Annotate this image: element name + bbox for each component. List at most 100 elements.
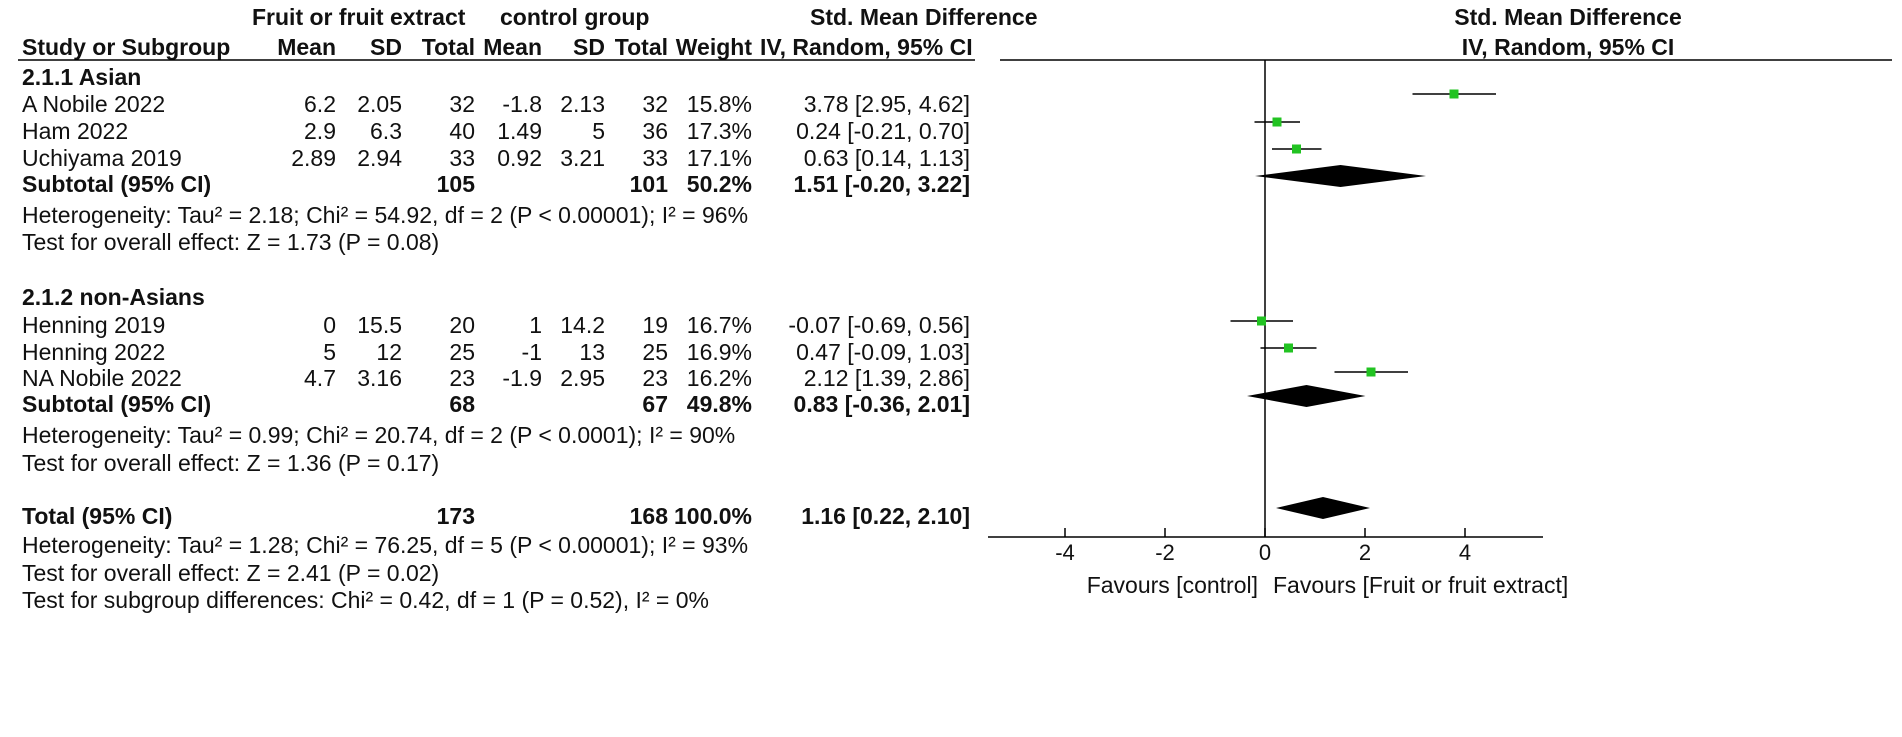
study-name: Henning 2022 (22, 339, 166, 365)
subtotal-label: Subtotal (95% CI) (22, 171, 212, 197)
sd2: 2.13 (560, 91, 605, 117)
ci: 0.47 [-0.09, 1.03] (796, 339, 970, 365)
study-name: NA Nobile 2022 (22, 365, 182, 391)
weight: 15.8% (686, 91, 752, 117)
x-tick-label: -4 (1055, 540, 1075, 565)
study-name: Henning 2019 (22, 312, 166, 338)
sd1: 2.05 (357, 91, 402, 117)
sd1: 6.3 (370, 118, 402, 144)
sd2: 5 (592, 118, 605, 144)
heterogeneity-text: Heterogeneity: Tau² = 0.99; Chi² = 20.74… (22, 422, 736, 448)
weight: 17.3% (686, 118, 752, 144)
col-ci: IV, Random, 95% CI (760, 34, 973, 60)
plot-smd-header: Std. Mean Difference (1454, 4, 1682, 30)
mean1: 5 (323, 339, 336, 365)
pooled-diamond (1255, 165, 1426, 187)
study-point (1366, 367, 1376, 377)
mean2: 1 (529, 312, 542, 338)
col-total2: Total (614, 34, 668, 60)
x-tick-label: 0 (1259, 540, 1271, 565)
total1: 33 (449, 145, 475, 171)
col-weight: Weight (675, 34, 752, 60)
sd1: 3.16 (357, 365, 402, 391)
mean1: 2.89 (291, 145, 336, 171)
sd2: 14.2 (560, 312, 605, 338)
mean2: 0.92 (497, 145, 542, 171)
total2: 25 (642, 339, 668, 365)
total-heterogeneity-text: Heterogeneity: Tau² = 1.28; Chi² = 76.25… (22, 532, 749, 558)
mean1: 4.7 (304, 365, 336, 391)
col-sd1: SD (370, 34, 402, 60)
col-mean1: Mean (277, 34, 336, 60)
weight: 16.9% (686, 339, 752, 365)
study-point (1449, 89, 1459, 99)
col-sd2: SD (573, 34, 605, 60)
mean1: 0 (323, 312, 336, 338)
col-mean2: Mean (483, 34, 542, 60)
subtotal-total1: 105 (436, 171, 475, 197)
total2: 36 (642, 118, 668, 144)
subtotal-weight: 49.8% (686, 391, 752, 417)
mean2: -1.8 (502, 91, 542, 117)
pooled-diamond (1276, 497, 1370, 519)
total-ci: 1.16 [0.22, 2.10] (801, 503, 970, 529)
weight: 16.2% (686, 365, 752, 391)
x-tick-label: 4 (1459, 540, 1471, 565)
study-point (1292, 144, 1301, 154)
col-total1: Total (421, 34, 475, 60)
subtotal-total2: 67 (642, 391, 668, 417)
mean2: 1.49 (497, 118, 542, 144)
group-title: 2.1.2 non-Asians (22, 284, 205, 310)
total2: 33 (642, 145, 668, 171)
ci: -0.07 [-0.69, 0.56] (788, 312, 970, 338)
weight: 16.7% (686, 312, 752, 338)
ci: 0.24 [-0.21, 0.70] (796, 118, 970, 144)
subtotal-total2: 101 (629, 171, 668, 197)
total1: 32 (449, 91, 475, 117)
ci: 0.63 [0.14, 1.13] (803, 145, 970, 171)
smd-header: Std. Mean Difference (810, 4, 1038, 30)
mean1: 6.2 (304, 91, 336, 117)
total1: 23 (449, 365, 475, 391)
subtotal-ci: 0.83 [-0.36, 2.01] (793, 391, 970, 417)
plot-col-ci: IV, Random, 95% CI (1461, 34, 1675, 60)
subtotal-total1: 68 (449, 391, 475, 417)
total-weight: 100.0% (673, 503, 752, 529)
weight: 17.1% (686, 145, 752, 171)
subtotal-ci: 1.51 [-0.20, 3.22] (793, 171, 970, 197)
x-tick-label: 2 (1359, 540, 1371, 565)
total-total2: 168 (629, 503, 668, 529)
mean1: 2.9 (304, 118, 336, 144)
group1-header: Fruit or fruit extract (252, 4, 466, 30)
overall-effect-text: Test for overall effect: Z = 1.73 (P = 0… (22, 229, 440, 255)
total1: 40 (449, 118, 475, 144)
favours-control-label: Favours [control] (1086, 572, 1258, 598)
sd2: 2.95 (560, 365, 605, 391)
total-label: Total (95% CI) (22, 503, 173, 529)
mean2: -1 (521, 339, 542, 365)
group-title: 2.1.1 Asian (22, 64, 142, 90)
favours-treatment-label: Favours [Fruit or fruit extract] (1273, 572, 1569, 598)
ci: 3.78 [2.95, 4.62] (803, 91, 970, 117)
group2-header: control group (500, 4, 650, 30)
total1: 25 (449, 339, 475, 365)
subtotal-label: Subtotal (95% CI) (22, 391, 212, 417)
study-name: Ham 2022 (22, 118, 129, 144)
total-total1: 173 (436, 503, 475, 529)
total-overall-effect-text: Test for overall effect: Z = 2.41 (P = 0… (22, 560, 440, 586)
sd1: 2.94 (357, 145, 402, 171)
total1: 20 (449, 312, 475, 338)
study-point (1257, 316, 1266, 326)
study-name: A Nobile 2022 (22, 91, 166, 117)
sd1: 15.5 (357, 312, 402, 338)
total2: 19 (642, 312, 668, 338)
total2: 32 (642, 91, 668, 117)
col-study: Study or Subgroup (22, 34, 231, 60)
overall-effect-text: Test for overall effect: Z = 1.36 (P = 0… (22, 450, 440, 476)
pooled-diamond (1247, 385, 1366, 407)
study-name: Uchiyama 2019 (22, 145, 182, 171)
study-point (1284, 343, 1293, 353)
sd2: 13 (579, 339, 605, 365)
total2: 23 (642, 365, 668, 391)
